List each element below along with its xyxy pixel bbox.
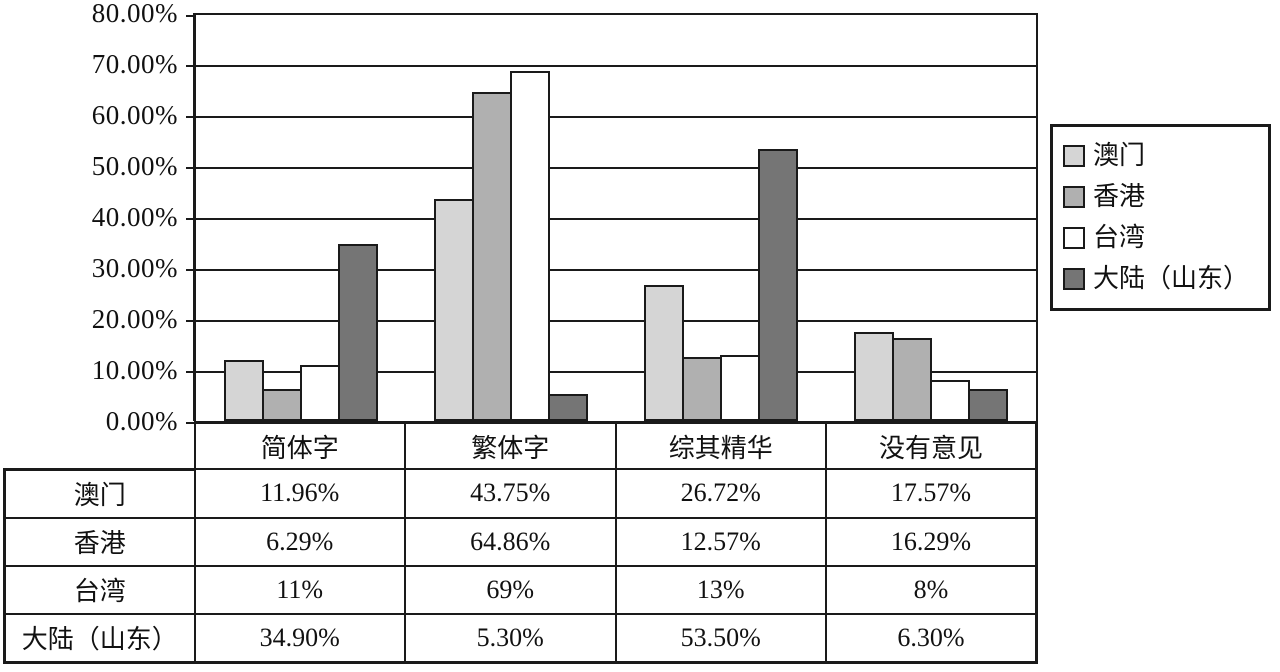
y-axis-tick-label: 30.00% xyxy=(91,253,178,283)
y-axis-tick xyxy=(186,269,194,271)
y-axis-tick xyxy=(186,167,194,169)
gridline xyxy=(196,218,1036,220)
bar xyxy=(510,71,550,421)
category-header-cell: 没有意见 xyxy=(825,421,1038,470)
data-table: 简体字 繁体字 综其精华 没有意见 澳门 11.96% 43.75% 26.72% 17.57%… xyxy=(3,421,1038,664)
y-axis-tick xyxy=(186,116,194,118)
y-axis-tick-label: 50.00% xyxy=(91,151,178,181)
legend-entry: 大陆（山东） xyxy=(1063,265,1258,293)
category-header-cell: 简体字 xyxy=(193,421,406,470)
bar xyxy=(758,149,798,421)
bar xyxy=(548,394,588,421)
y-axis-tick xyxy=(186,15,194,17)
y-axis-tick-label: 10.00% xyxy=(91,355,178,385)
category-header-cell: 综其精华 xyxy=(614,421,827,470)
table-row: 大陆（山东） 34.90% 5.30% 53.50% 6.30% xyxy=(3,612,1038,664)
series-name-cell: 澳门 xyxy=(3,468,196,519)
y-axis-tick xyxy=(186,371,194,373)
legend-label: 大陆（山东） xyxy=(1093,264,1250,294)
plot-area xyxy=(186,13,1038,424)
gridline xyxy=(196,167,1036,169)
series-name-cell: 大陆（山东） xyxy=(3,612,196,664)
value-cell: 12.57% xyxy=(614,516,827,567)
table-header-row: 简体字 繁体字 综其精华 没有意见 xyxy=(4,421,1038,471)
bar xyxy=(930,380,970,421)
bar xyxy=(644,285,684,421)
bar-group-4 xyxy=(826,15,1036,421)
gridline xyxy=(196,371,1036,373)
bar-group-1 xyxy=(196,15,406,421)
legend-label: 澳门 xyxy=(1093,140,1146,170)
legend-entry: 澳门 xyxy=(1063,140,1258,170)
value-cell: 5.30% xyxy=(404,612,617,664)
y-axis-tick-label: 40.00% xyxy=(91,202,178,232)
bar xyxy=(472,92,512,421)
bar-group-2 xyxy=(406,15,616,421)
y-axis-tick-label: 60.00% xyxy=(91,100,178,130)
bar xyxy=(300,365,340,421)
gridline xyxy=(196,320,1036,322)
legend-swatch-icon xyxy=(1063,144,1085,167)
value-cell: 6.29% xyxy=(193,516,406,567)
value-cell: 11% xyxy=(193,564,406,615)
value-cell: 34.90% xyxy=(193,612,406,664)
y-axis-tick xyxy=(186,218,194,220)
bar xyxy=(720,355,760,421)
bar xyxy=(262,389,302,421)
legend-entry: 台湾 xyxy=(1063,224,1258,252)
gridline xyxy=(196,116,1036,118)
legend-swatch-icon xyxy=(1063,227,1085,250)
gridline xyxy=(196,269,1036,271)
value-cell: 17.57% xyxy=(825,468,1038,519)
series-name-cell: 台湾 xyxy=(3,564,196,615)
bar xyxy=(682,357,722,421)
table-row: 香港 6.29% 64.86% 12.57% 16.29% xyxy=(3,516,1038,567)
value-cell: 26.72% xyxy=(614,468,827,519)
value-cell: 43.75% xyxy=(404,468,617,519)
category-header-cell: 繁体字 xyxy=(404,421,617,470)
legend-swatch-icon xyxy=(1063,185,1085,208)
bar xyxy=(892,338,932,421)
value-cell: 8% xyxy=(825,564,1038,615)
value-cell: 13% xyxy=(614,564,827,615)
bar xyxy=(224,360,264,421)
y-axis-tick-label: 20.00% xyxy=(91,304,178,334)
y-axis-tick xyxy=(186,65,194,67)
bar xyxy=(338,244,378,421)
bar xyxy=(854,332,894,421)
value-cell: 64.86% xyxy=(404,516,617,567)
y-axis-tick xyxy=(186,320,194,322)
legend-entry: 香港 xyxy=(1063,181,1258,211)
value-cell: 16.29% xyxy=(825,516,1038,567)
gridline xyxy=(196,65,1036,67)
value-cell: 53.50% xyxy=(614,612,827,664)
bar xyxy=(968,389,1008,421)
table-corner-blank xyxy=(4,422,196,471)
legend-label: 香港 xyxy=(1093,181,1146,211)
y-axis-tick-label: 70.00% xyxy=(91,49,178,79)
bar xyxy=(434,199,474,421)
value-cell: 69% xyxy=(404,564,617,615)
legend-swatch-icon xyxy=(1063,268,1085,291)
value-cell: 11.96% xyxy=(193,468,406,519)
legend: 澳门香港台湾大陆（山东） xyxy=(1050,124,1271,311)
y-axis-tick-label: 80.00% xyxy=(91,0,178,28)
table-row: 台湾 11% 69% 13% 8% xyxy=(3,564,1038,615)
table-row: 澳门 11.96% 43.75% 26.72% 17.57% xyxy=(3,468,1038,519)
value-cell: 6.30% xyxy=(825,612,1038,664)
legend-label: 台湾 xyxy=(1093,223,1146,253)
series-name-cell: 香港 xyxy=(3,516,196,567)
bar-group-3 xyxy=(616,15,826,421)
